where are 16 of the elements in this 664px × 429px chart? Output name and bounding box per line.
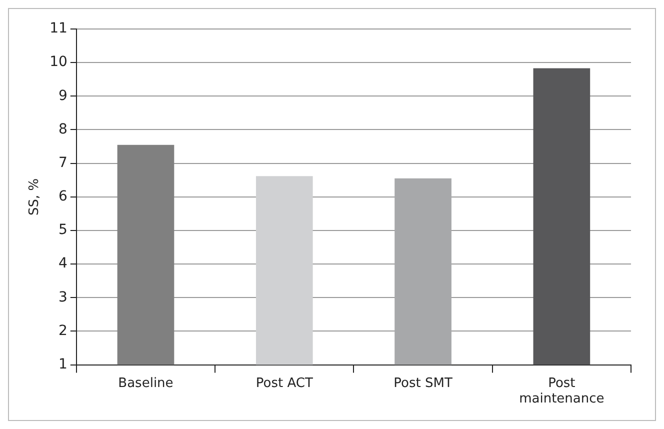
y-tick-label: 5 (58, 222, 68, 238)
x-tick-label: Baseline (118, 376, 174, 391)
y-tick-label: 9 (58, 88, 68, 104)
y-tick-label: 10 (50, 54, 68, 70)
y-tick-label: 6 (58, 188, 68, 205)
y-tick-label: 3 (58, 289, 68, 306)
y-tick-label: 4 (58, 256, 68, 272)
y-tick-label: 7 (58, 154, 68, 171)
y-tick-label: 11 (50, 20, 68, 37)
x-tick-label: Post SMT (394, 376, 452, 391)
y-axis-title: SS, % (27, 178, 42, 216)
y-tick-label: 2 (58, 322, 68, 339)
x-tick-label: Post ACT (256, 376, 313, 391)
x-tick-label: Post maintenance (519, 376, 604, 407)
y-tick-label: 8 (58, 121, 68, 138)
y-tick-label: 1 (58, 356, 68, 372)
